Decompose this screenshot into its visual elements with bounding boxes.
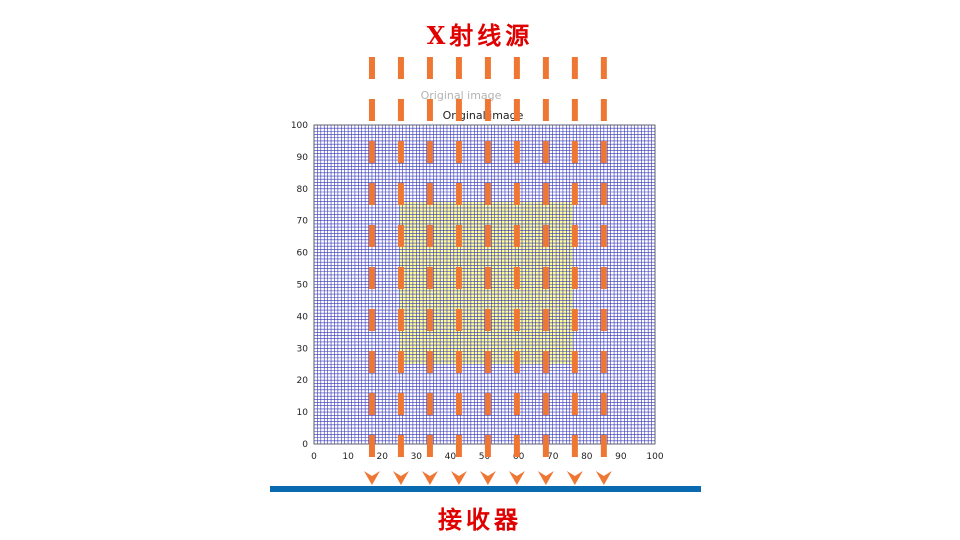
x-tick-label: 70 bbox=[547, 452, 559, 462]
ray-arrowhead bbox=[566, 471, 583, 485]
ray-arrowhead bbox=[537, 471, 554, 485]
xray-source-label: X射线源 bbox=[426, 21, 534, 50]
x-tick-label: 80 bbox=[581, 452, 593, 462]
x-tick-label: 0 bbox=[311, 452, 317, 462]
ray-arrowhead bbox=[363, 471, 380, 485]
axis-ticks: 0102030405060708090100010203040506070809… bbox=[291, 121, 664, 462]
x-tick-label: 20 bbox=[376, 452, 388, 462]
y-tick-label: 0 bbox=[302, 440, 308, 450]
y-tick-label: 60 bbox=[297, 249, 309, 259]
detector-bar bbox=[270, 486, 701, 492]
y-tick-label: 30 bbox=[297, 344, 309, 354]
ray-arrowhead bbox=[508, 471, 525, 485]
receiver-label: 接收器 bbox=[438, 505, 522, 534]
y-tick-label: 70 bbox=[297, 217, 309, 227]
xray-beams bbox=[368, 57, 607, 462]
plot-border bbox=[313, 124, 656, 445]
x-tick-label: 50 bbox=[479, 452, 491, 462]
x-tick-label: 30 bbox=[411, 452, 423, 462]
y-tick-label: 90 bbox=[297, 153, 309, 163]
y-tick-label: 100 bbox=[291, 121, 308, 131]
ray-arrowhead bbox=[595, 471, 612, 485]
x-tick-label: 40 bbox=[445, 452, 457, 462]
y-tick-label: 20 bbox=[297, 376, 309, 386]
plot-title: Original image bbox=[443, 109, 524, 122]
y-tick-label: 50 bbox=[297, 281, 309, 291]
y-tick-label: 10 bbox=[297, 408, 309, 418]
ray-arrowhead bbox=[421, 471, 438, 485]
x-tick-label: 100 bbox=[646, 452, 663, 462]
ghost-plot-title: Original image bbox=[421, 89, 502, 102]
y-tick-label: 80 bbox=[297, 185, 309, 195]
ray-arrows bbox=[363, 471, 612, 485]
y-tick-label: 40 bbox=[297, 312, 309, 322]
ray-arrowhead bbox=[392, 471, 409, 485]
x-tick-label: 90 bbox=[615, 452, 627, 462]
ray-arrowhead bbox=[450, 471, 467, 485]
x-tick-label: 10 bbox=[342, 452, 354, 462]
ray-arrowhead bbox=[479, 471, 496, 485]
